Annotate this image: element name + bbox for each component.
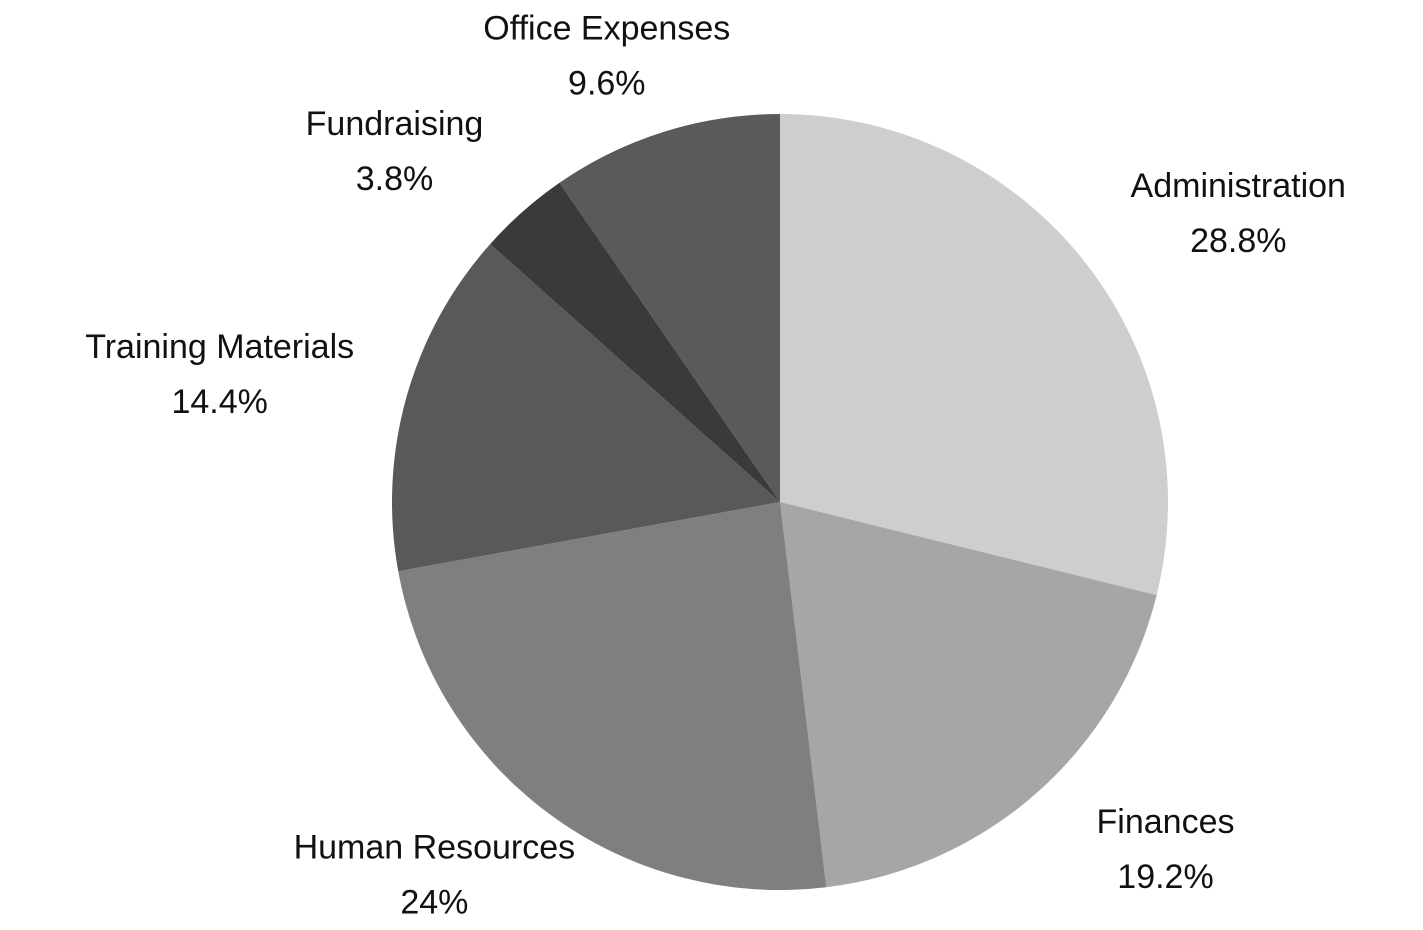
slice-value-label: 19.2% <box>1117 858 1213 896</box>
slice-label: Training Materials <box>85 328 354 366</box>
slice-value-label: 9.6% <box>568 64 646 102</box>
pie-slice <box>392 244 780 572</box>
pie-slice <box>398 502 827 890</box>
slice-value-label: 28.8% <box>1190 222 1286 260</box>
pie-slice <box>559 114 780 502</box>
slice-label: Administration <box>1131 167 1346 205</box>
pie-slice <box>490 182 780 502</box>
slice-value-label: 24% <box>400 884 468 922</box>
slice-label: Finances <box>1097 803 1235 841</box>
pie-slice <box>780 502 1157 888</box>
slice-value-label: 3.8% <box>356 160 434 198</box>
slice-value-label: 14.4% <box>171 383 267 421</box>
pie-slice <box>780 114 1168 596</box>
slice-label: Fundraising <box>306 105 484 143</box>
slice-label: Office Expenses <box>483 9 730 47</box>
slice-label: Human Resources <box>294 829 576 867</box>
